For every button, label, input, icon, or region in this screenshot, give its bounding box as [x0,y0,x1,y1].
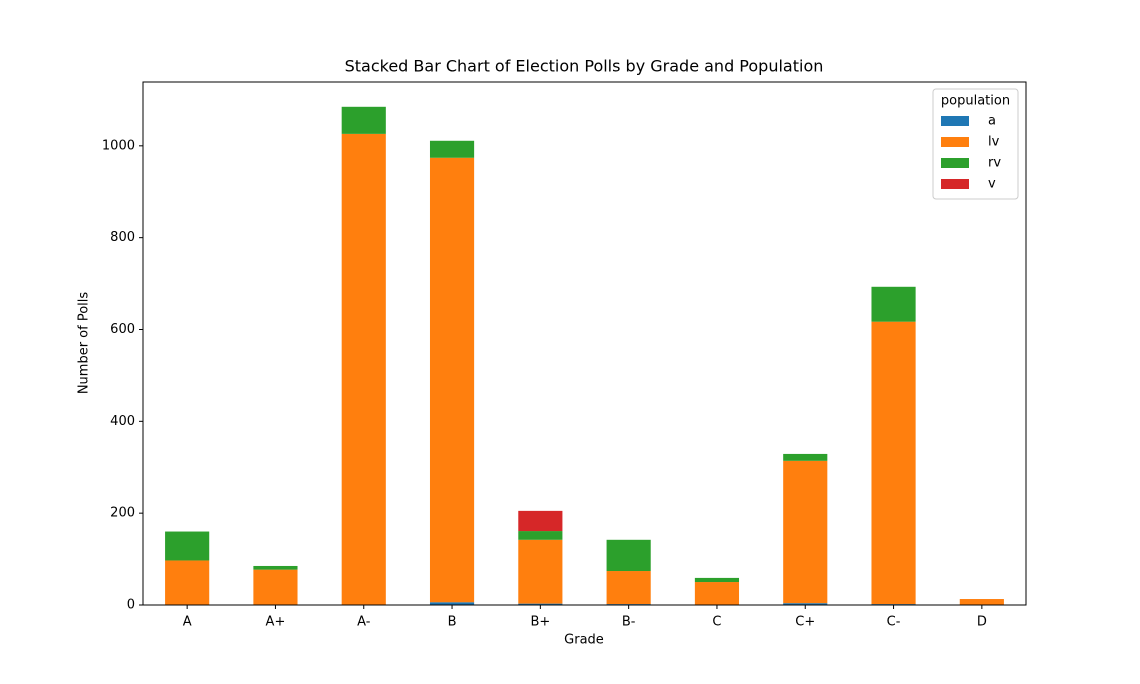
bar-segment [518,531,563,540]
bar-segment [783,453,828,461]
bar-segment [518,603,563,605]
legend-title: population [941,94,1010,109]
x-tick-label: A+ [266,615,286,630]
x-tick-label: D [977,615,987,630]
chart-title: Stacked Bar Chart of Election Polls by G… [345,57,824,76]
y-tick-label: 200 [110,506,135,521]
y-axis-label: Number of Polls [77,292,92,395]
x-axis-label: Grade [564,633,604,648]
x-tick-label: B- [622,615,636,630]
legend-label: v [988,177,996,192]
bar-segment [429,602,475,605]
legend-swatch [941,158,969,168]
x-tick-label: B+ [530,615,550,630]
x-tick-label: A- [357,615,371,630]
legend-label: a [988,114,996,129]
x-tick-label: B [448,615,457,630]
y-tick-label: 1000 [102,138,135,153]
x-tick-label: C+ [795,615,815,630]
x-tick-label: A [183,615,192,630]
legend-swatch [941,116,969,126]
bar-segment [783,603,828,605]
bar-segment [606,539,651,572]
bar-segment [694,582,740,605]
bar-segment [253,565,298,570]
bar-segment [871,286,916,322]
bar-segment [165,531,210,561]
bar-segment [341,106,386,134]
bar-segment [783,460,828,604]
y-tick-label: 600 [110,322,135,337]
bar-segment [429,140,475,158]
bar-segment [518,539,563,604]
legend-label: rv [988,156,1001,171]
bar-segment [429,157,475,603]
bar-segment [694,577,740,583]
plot-frame [142,81,1027,606]
bar-segment [959,599,1004,605]
bar-segment [341,133,386,605]
y-tick-label: 800 [110,230,135,245]
bar-segment [871,321,916,605]
bar-segment [253,569,298,605]
bar-segment [518,510,563,532]
legend-label: lv [988,135,1000,150]
bar-segment [165,560,210,605]
legend-swatch [941,179,969,189]
x-tick-label: C- [887,615,901,630]
x-tick-label: C [712,615,721,630]
legend-swatch [941,137,969,147]
y-tick-label: 400 [110,414,135,429]
bar-segment [606,571,651,605]
y-tick-label: 0 [127,598,135,613]
